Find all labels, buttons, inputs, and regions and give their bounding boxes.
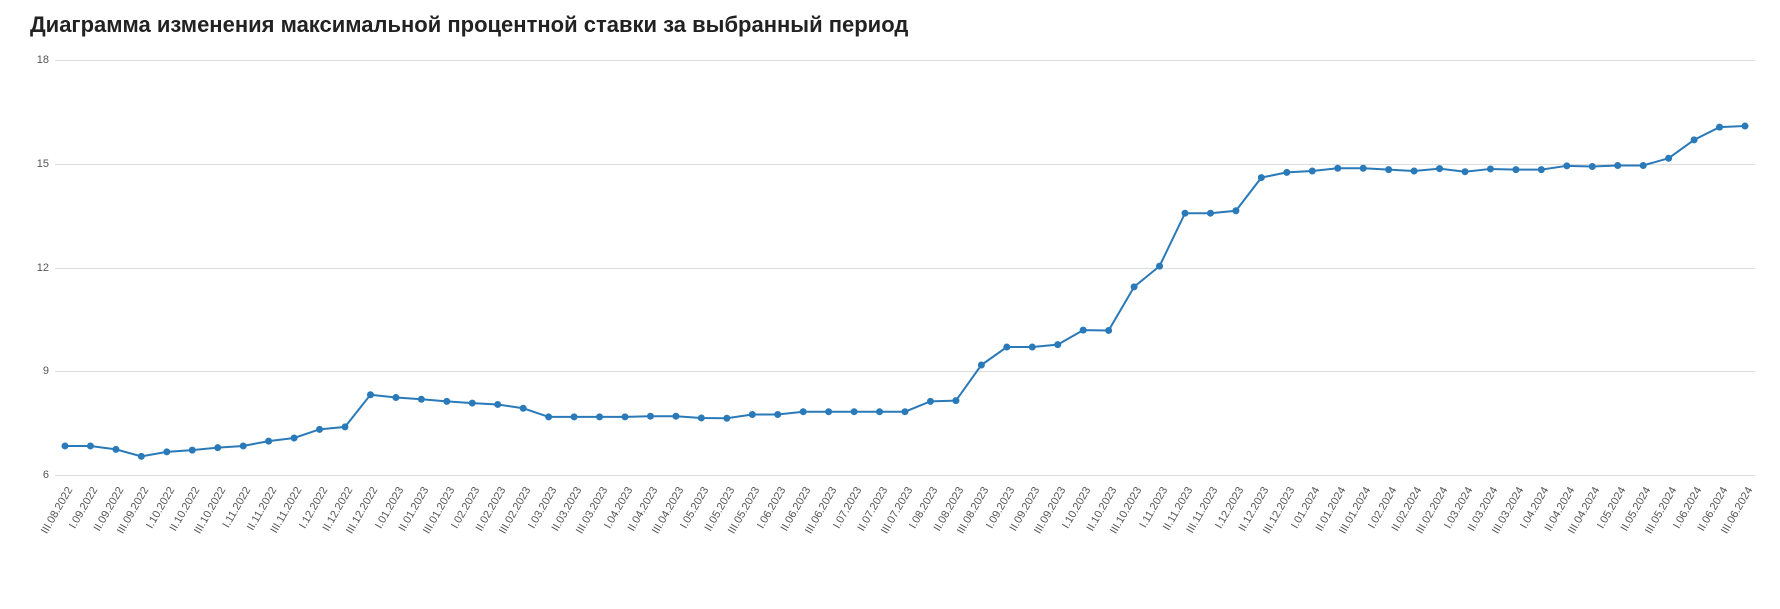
data-point[interactable] — [1691, 136, 1698, 143]
data-point[interactable] — [723, 415, 730, 422]
data-point[interactable] — [1563, 162, 1570, 169]
data-point[interactable] — [1105, 327, 1112, 334]
data-point[interactable] — [418, 396, 425, 403]
data-point[interactable] — [1487, 165, 1494, 172]
data-point[interactable] — [1360, 165, 1367, 172]
grid-line — [55, 475, 1755, 476]
data-point[interactable] — [1207, 210, 1214, 217]
data-point[interactable] — [1003, 344, 1010, 351]
data-point[interactable] — [1283, 169, 1290, 176]
data-point[interactable] — [1080, 327, 1087, 334]
data-point[interactable] — [469, 400, 476, 407]
data-point[interactable] — [851, 408, 858, 415]
data-point[interactable] — [494, 401, 501, 408]
data-point[interactable] — [800, 408, 807, 415]
data-point[interactable] — [240, 442, 247, 449]
data-point[interactable] — [1385, 166, 1392, 173]
data-point[interactable] — [952, 397, 959, 404]
data-point[interactable] — [672, 413, 679, 420]
x-tick-label: III.08.2022 — [39, 485, 75, 536]
data-point[interactable] — [1232, 207, 1239, 214]
data-point[interactable] — [647, 413, 654, 420]
data-point[interactable] — [342, 423, 349, 430]
data-point[interactable] — [112, 446, 119, 453]
data-point[interactable] — [825, 408, 832, 415]
data-point[interactable] — [367, 391, 374, 398]
data-point[interactable] — [1589, 163, 1596, 170]
series-line — [55, 60, 1755, 475]
data-point[interactable] — [87, 442, 94, 449]
y-tick-label: 6 — [25, 469, 49, 481]
data-point[interactable] — [596, 413, 603, 420]
data-point[interactable] — [392, 394, 399, 401]
data-point[interactable] — [1538, 166, 1545, 173]
data-point[interactable] — [1512, 166, 1519, 173]
data-point[interactable] — [902, 408, 909, 415]
data-point[interactable] — [1156, 263, 1163, 270]
data-point[interactable] — [774, 411, 781, 418]
data-point[interactable] — [1665, 155, 1672, 162]
data-point[interactable] — [316, 426, 323, 433]
data-point[interactable] — [1462, 168, 1469, 175]
data-point[interactable] — [545, 413, 552, 420]
data-point[interactable] — [1436, 165, 1443, 172]
data-point[interactable] — [1054, 341, 1061, 348]
data-point[interactable] — [138, 453, 145, 460]
data-point[interactable] — [1258, 174, 1265, 181]
data-point[interactable] — [1742, 123, 1749, 130]
y-tick-label: 9 — [25, 365, 49, 377]
data-point[interactable] — [1614, 162, 1621, 169]
data-point[interactable] — [443, 398, 450, 405]
data-point[interactable] — [749, 411, 756, 418]
plot-area: 69121518III.08.2022I.09.2022II.09.2022II… — [55, 60, 1755, 475]
data-point[interactable] — [1309, 168, 1316, 175]
rate-chart: Диаграмма изменения максимальной процент… — [0, 0, 1780, 609]
data-point[interactable] — [520, 405, 527, 412]
data-point[interactable] — [1334, 165, 1341, 172]
data-point[interactable] — [876, 408, 883, 415]
data-point[interactable] — [1716, 124, 1723, 131]
data-point[interactable] — [291, 435, 298, 442]
data-point[interactable] — [1411, 168, 1418, 175]
data-point[interactable] — [927, 398, 934, 405]
data-point[interactable] — [978, 362, 985, 369]
data-point[interactable] — [1131, 283, 1138, 290]
data-point[interactable] — [1640, 162, 1647, 169]
chart-title: Диаграмма изменения максимальной процент… — [30, 12, 908, 38]
data-point[interactable] — [62, 442, 69, 449]
data-point[interactable] — [1029, 344, 1036, 351]
series-path — [65, 126, 1745, 456]
data-point[interactable] — [1182, 210, 1189, 217]
data-point[interactable] — [189, 447, 196, 454]
data-point[interactable] — [265, 438, 272, 445]
y-tick-label: 12 — [25, 262, 49, 274]
data-point[interactable] — [622, 413, 629, 420]
y-tick-label: 15 — [25, 158, 49, 170]
y-tick-label: 18 — [25, 54, 49, 66]
data-point[interactable] — [214, 444, 221, 451]
data-point[interactable] — [571, 413, 578, 420]
data-point[interactable] — [163, 448, 170, 455]
data-point[interactable] — [698, 414, 705, 421]
